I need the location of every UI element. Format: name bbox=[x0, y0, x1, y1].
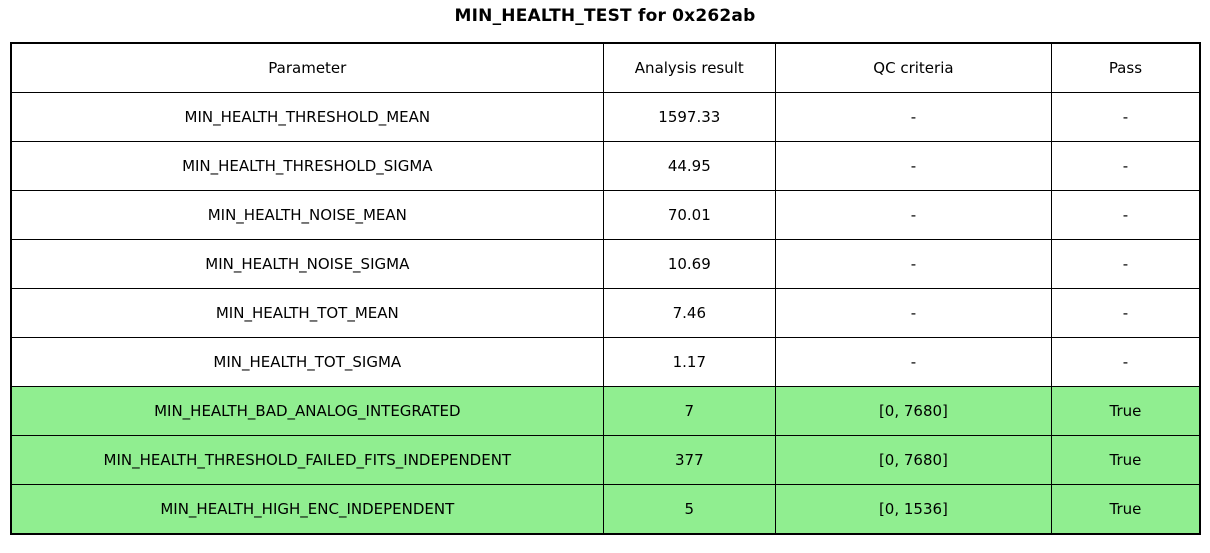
table-row-highlighted: MIN_HEALTH_HIGH_ENC_INDEPENDENT 5 [0, 15… bbox=[10, 484, 1201, 535]
qc-cell: [0, 7680] bbox=[775, 435, 1052, 485]
pass-cell: True bbox=[1050, 386, 1201, 436]
qc-cell: - bbox=[775, 337, 1052, 387]
result-cell: 5 bbox=[602, 484, 777, 535]
result-cell: 1.17 bbox=[602, 337, 777, 387]
chart-title: MIN_HEALTH_TEST for 0x262ab bbox=[454, 6, 756, 26]
param-cell: MIN_HEALTH_THRESHOLD_FAILED_FITS_INDEPEN… bbox=[10, 435, 604, 485]
qc-cell: [0, 1536] bbox=[775, 484, 1052, 535]
param-cell: MIN_HEALTH_BAD_ANALOG_INTEGRATED bbox=[10, 386, 604, 436]
pass-cell: True bbox=[1050, 484, 1201, 535]
column-header-qc-criteria: QC criteria bbox=[775, 42, 1052, 93]
table-row-highlighted: MIN_HEALTH_BAD_ANALOG_INTEGRATED 7 [0, 7… bbox=[10, 386, 1201, 436]
qc-cell: [0, 7680] bbox=[775, 386, 1052, 436]
result-cell: 10.69 bbox=[602, 239, 777, 289]
pass-cell: True bbox=[1050, 435, 1201, 485]
table-row: MIN_HEALTH_THRESHOLD_SIGMA 44.95 - - bbox=[10, 141, 1201, 191]
results-table: Parameter Analysis result QC criteria Pa… bbox=[10, 42, 1201, 535]
result-cell: 7 bbox=[602, 386, 777, 436]
table-row: MIN_HEALTH_TOT_SIGMA 1.17 - - bbox=[10, 337, 1201, 387]
qc-cell: - bbox=[775, 190, 1052, 240]
param-cell: MIN_HEALTH_TOT_MEAN bbox=[10, 288, 604, 338]
result-cell: 1597.33 bbox=[602, 92, 777, 142]
param-cell: MIN_HEALTH_NOISE_MEAN bbox=[10, 190, 604, 240]
result-cell: 7.46 bbox=[602, 288, 777, 338]
column-header-analysis-result: Analysis result bbox=[602, 42, 777, 93]
table-row: MIN_HEALTH_NOISE_MEAN 70.01 - - bbox=[10, 190, 1201, 240]
result-cell: 70.01 bbox=[602, 190, 777, 240]
qc-cell: - bbox=[775, 141, 1052, 191]
qc-cell: - bbox=[775, 239, 1052, 289]
pass-cell: - bbox=[1050, 239, 1201, 289]
qc-cell: - bbox=[775, 92, 1052, 142]
table-row: MIN_HEALTH_NOISE_SIGMA 10.69 - - bbox=[10, 239, 1201, 289]
column-header-pass: Pass bbox=[1050, 42, 1201, 93]
param-cell: MIN_HEALTH_NOISE_SIGMA bbox=[10, 239, 604, 289]
param-cell: MIN_HEALTH_THRESHOLD_MEAN bbox=[10, 92, 604, 142]
result-cell: 377 bbox=[602, 435, 777, 485]
column-header-parameter: Parameter bbox=[10, 42, 604, 93]
param-cell: MIN_HEALTH_TOT_SIGMA bbox=[10, 337, 604, 387]
param-cell: MIN_HEALTH_HIGH_ENC_INDEPENDENT bbox=[10, 484, 604, 535]
pass-cell: - bbox=[1050, 190, 1201, 240]
pass-cell: - bbox=[1050, 288, 1201, 338]
qc-cell: - bbox=[775, 288, 1052, 338]
table-row: MIN_HEALTH_TOT_MEAN 7.46 - - bbox=[10, 288, 1201, 338]
param-cell: MIN_HEALTH_THRESHOLD_SIGMA bbox=[10, 141, 604, 191]
result-cell: 44.95 bbox=[602, 141, 777, 191]
pass-cell: - bbox=[1050, 141, 1201, 191]
pass-cell: - bbox=[1050, 337, 1201, 387]
table-row: MIN_HEALTH_THRESHOLD_MEAN 1597.33 - - bbox=[10, 92, 1201, 142]
header-row: Parameter Analysis result QC criteria Pa… bbox=[10, 42, 1201, 93]
pass-cell: - bbox=[1050, 92, 1201, 142]
table-row-highlighted: MIN_HEALTH_THRESHOLD_FAILED_FITS_INDEPEN… bbox=[10, 435, 1201, 485]
